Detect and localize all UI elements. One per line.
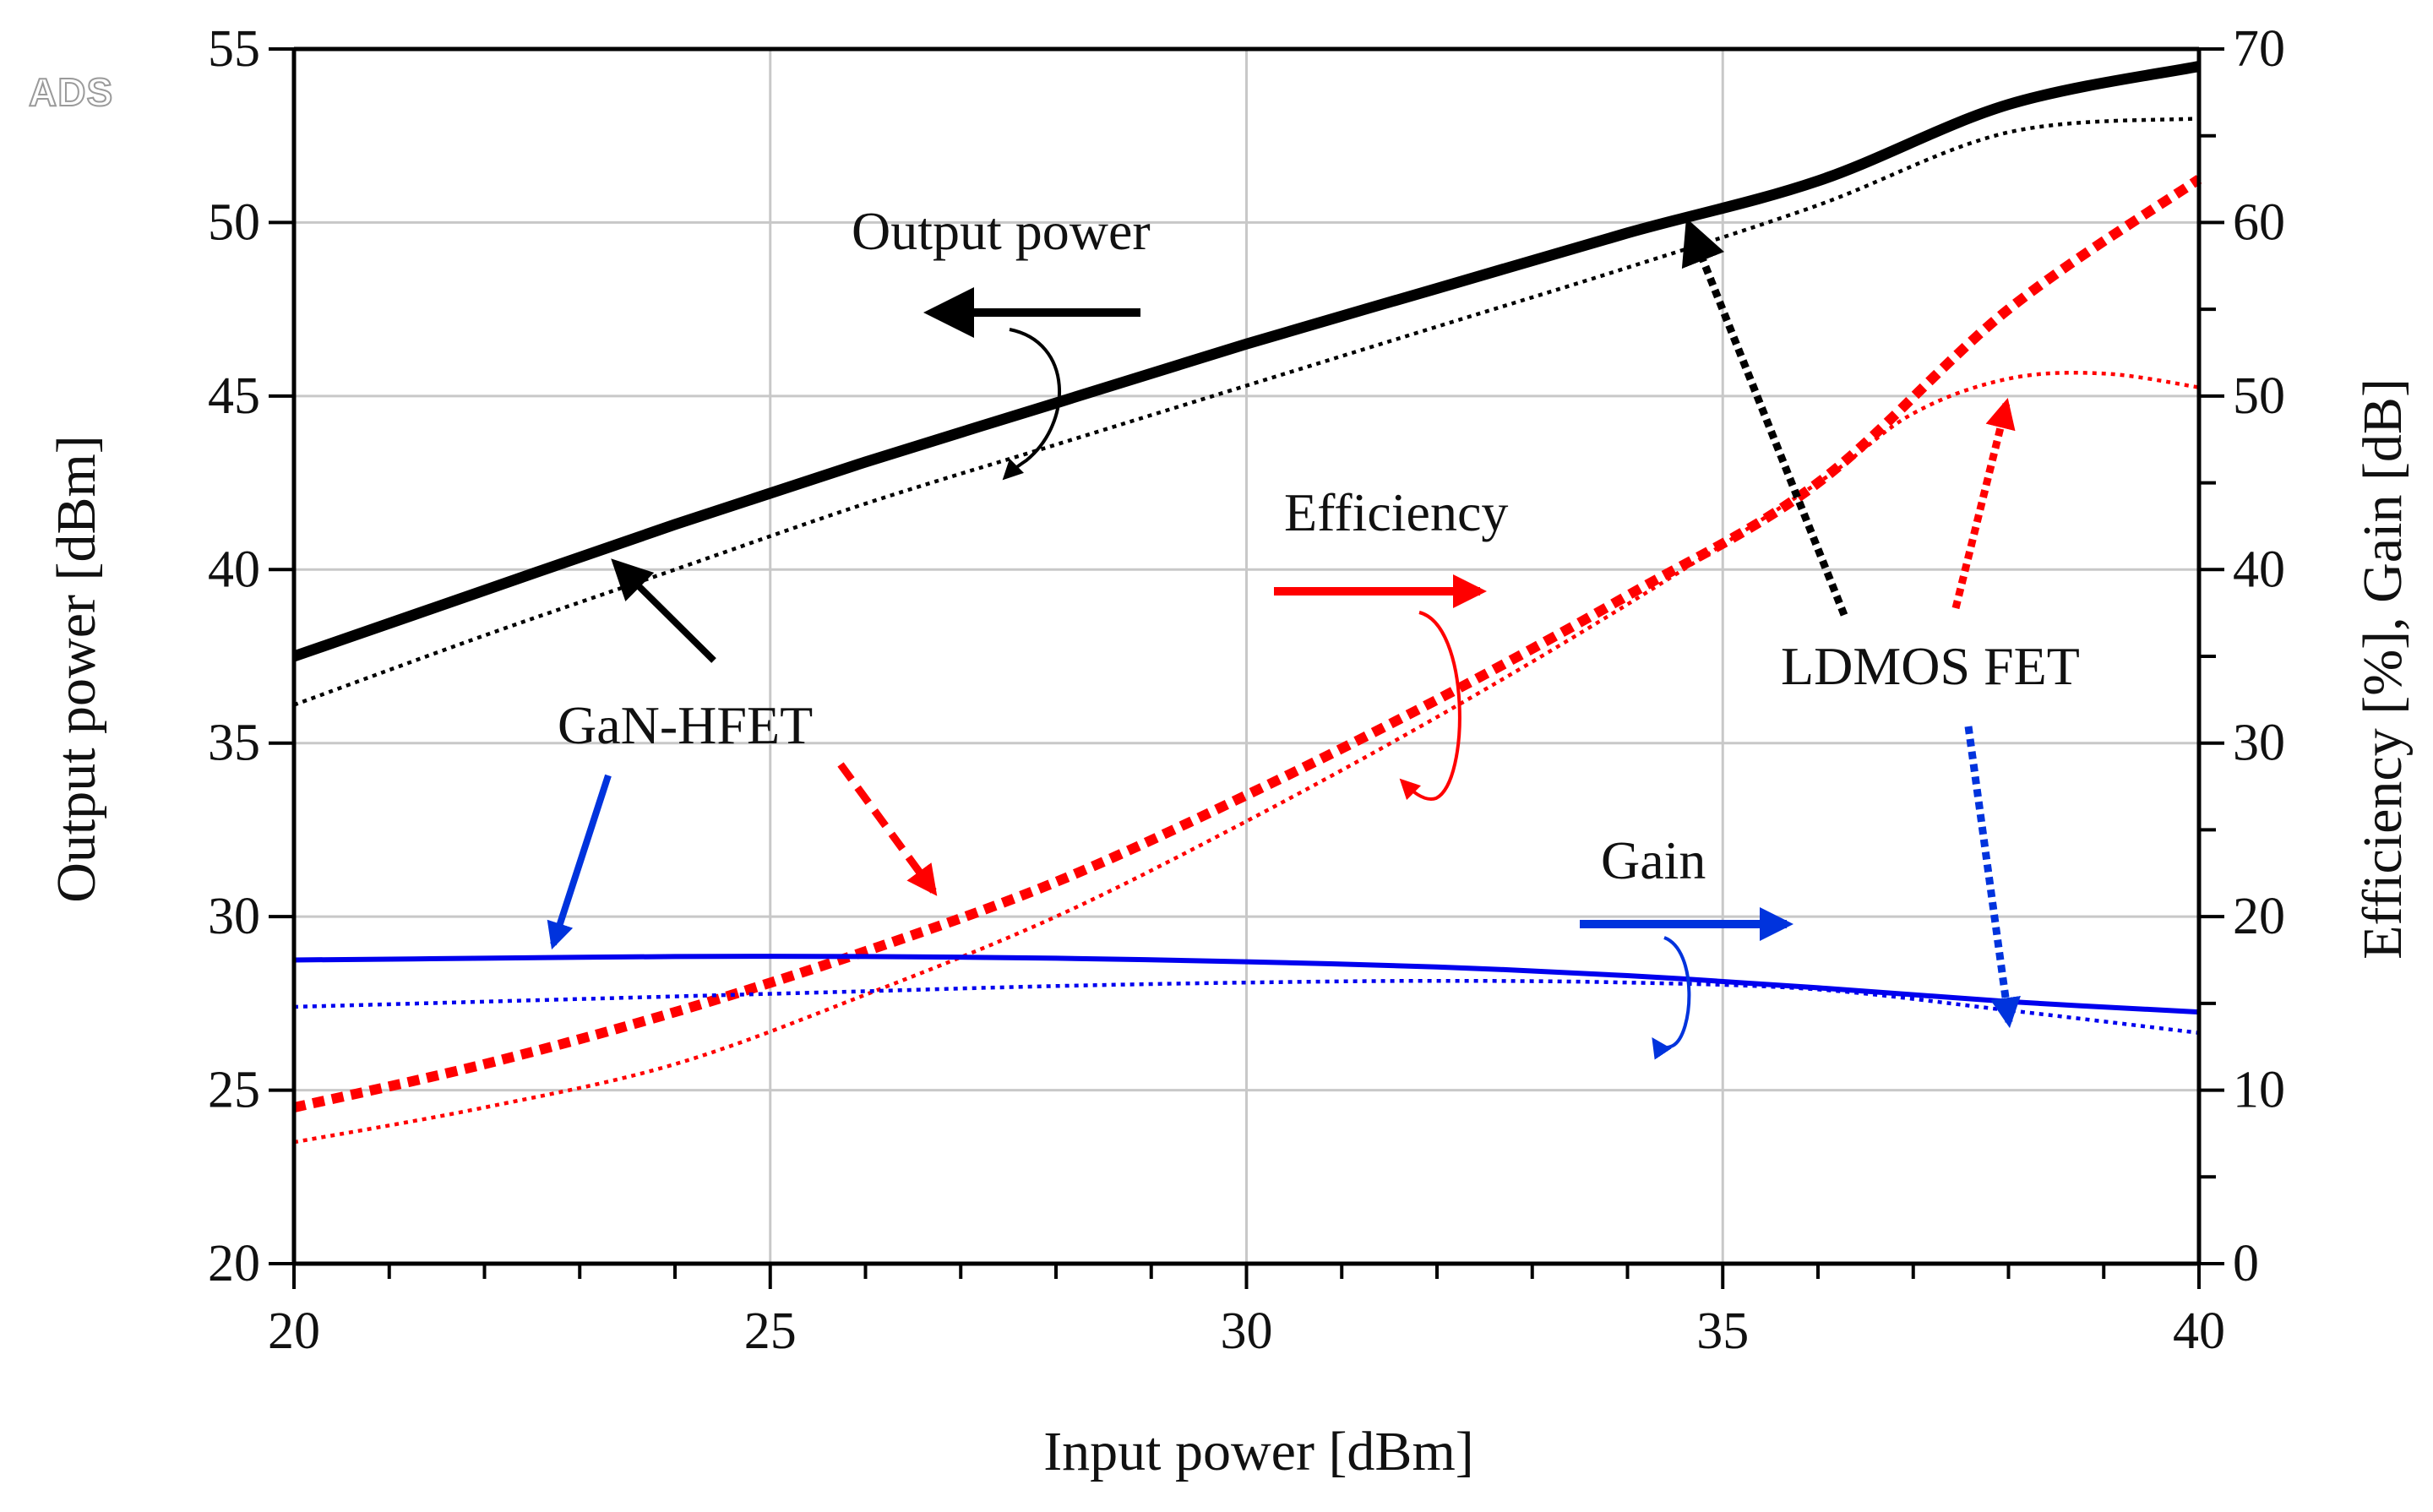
gan-hfet-annotation: GaN-HFET (558, 695, 813, 755)
gan-efficiency-pointer-arrow (837, 762, 938, 896)
y-left-tick-label: 30 (208, 888, 260, 945)
y-right-tick-label: 50 (2233, 367, 2285, 425)
gan-hfet-gain-line (293, 954, 2200, 1015)
y-left-tick-label: 55 (208, 20, 260, 78)
output-power-axis-arrow (923, 287, 1140, 481)
y-right-tick-label: 10 (2233, 1062, 2285, 1119)
gan-output-pointer-arrow (611, 558, 716, 663)
y-right-tick-label: 60 (2233, 193, 2285, 251)
ldmos-efficiency-pointer-arrow (1951, 398, 2016, 610)
ldmos-fet-output-power-line (293, 116, 2200, 707)
y-right-tick-label: 40 (2233, 541, 2285, 598)
x-tick-label: 20 (268, 1303, 320, 1360)
ldmos-fet-efficiency-line (293, 370, 2200, 1145)
y-right-tick-label: 30 (2233, 715, 2285, 772)
ldmos-output-pointer-arrow (1681, 217, 1848, 617)
tick-marks (269, 47, 2224, 1289)
x-tick-label: 40 (2173, 1303, 2225, 1360)
y-left-tick-label: 25 (208, 1062, 260, 1119)
x-tick-labels: 20 25 30 35 40 (268, 1303, 2225, 1360)
x-axis-title: Input power [dBm] (1043, 1421, 1474, 1482)
y-left-tick-label: 35 (208, 715, 260, 772)
gan-gain-pointer-arrow (547, 774, 612, 950)
efficiency-annotation: Efficiency (1284, 482, 1508, 542)
y-left-tick-label: 45 (208, 367, 260, 425)
x-tick-label: 30 (1221, 1303, 1273, 1360)
gan-hfet-output-power-line (291, 61, 2201, 662)
output-power-annotation: Output power (852, 201, 1151, 261)
gain-annotation: Gain (1601, 830, 1706, 890)
y-right-tick-label: 0 (2233, 1235, 2259, 1292)
ldmos-fet-annotation: LDMOS FET (1781, 636, 2080, 696)
gain-axis-arrow (1580, 907, 1793, 1060)
y-right-tick-label: 20 (2233, 888, 2285, 945)
y-left-axis-title: Output power [dBm] (46, 435, 107, 903)
y-right-tick-labels: 0 10 20 30 40 50 60 70 (2233, 20, 2285, 1292)
y-left-tick-labels: 20 25 30 35 40 45 50 55 (208, 20, 260, 1292)
y-left-tick-label: 40 (208, 541, 260, 598)
data-series (291, 61, 2202, 1145)
efficiency-axis-arrow (1274, 574, 1487, 801)
y-right-tick-label: 70 (2233, 20, 2285, 78)
y-right-axis-title: Efficiency [%], Gain [dB] (2352, 378, 2414, 960)
y-left-tick-label: 20 (208, 1235, 260, 1292)
x-tick-label: 35 (1696, 1303, 1749, 1360)
gan-hfet-efficiency-line (292, 175, 2202, 1112)
ldmos-gain-pointer-arrow (1964, 726, 2021, 1029)
x-tick-label: 25 (744, 1303, 797, 1360)
ads-logo: ADS (29, 70, 113, 114)
y-left-tick-label: 50 (208, 193, 260, 251)
